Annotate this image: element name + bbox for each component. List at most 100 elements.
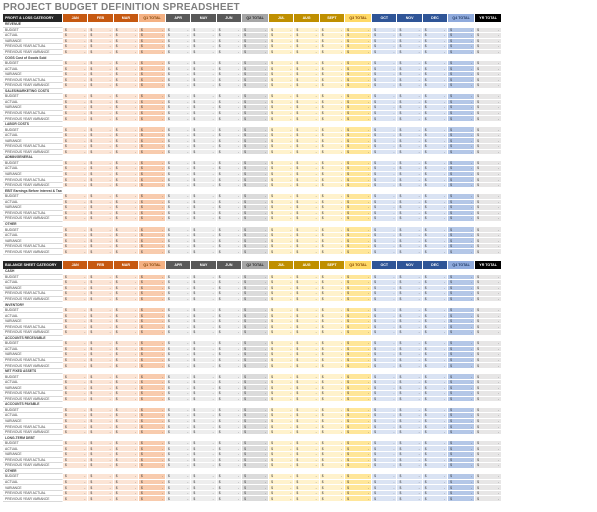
- value-cell[interactable]: $ -: [191, 318, 217, 325]
- value-cell[interactable]: $ -: [113, 171, 140, 178]
- value-cell[interactable]: $ -: [191, 280, 217, 286]
- value-cell[interactable]: $ -: [319, 216, 346, 222]
- value-cell[interactable]: $ -: [372, 71, 398, 78]
- value-cell[interactable]: $ -: [448, 296, 476, 303]
- value-cell[interactable]: $ -: [191, 391, 217, 397]
- value-cell[interactable]: $ -: [294, 116, 320, 122]
- value-cell[interactable]: $ -: [166, 452, 192, 458]
- value-cell[interactable]: $ -: [345, 413, 373, 419]
- value-cell[interactable]: $ -: [139, 177, 167, 183]
- value-cell[interactable]: $ -: [294, 94, 320, 100]
- value-cell[interactable]: $ -: [63, 127, 89, 133]
- value-cell[interactable]: $ -: [269, 324, 295, 330]
- value-cell[interactable]: $ -: [88, 210, 114, 217]
- value-cell[interactable]: $ -: [139, 291, 167, 297]
- value-cell[interactable]: $ -: [191, 27, 217, 34]
- value-cell[interactable]: $ -: [113, 49, 140, 56]
- value-cell[interactable]: $ -: [113, 144, 140, 150]
- value-cell[interactable]: $ -: [166, 138, 192, 145]
- value-cell[interactable]: $ -: [422, 110, 449, 117]
- value-cell[interactable]: $ -: [319, 249, 346, 255]
- value-cell[interactable]: $ -: [139, 71, 167, 78]
- value-cell[interactable]: $ -: [88, 243, 114, 250]
- value-cell[interactable]: $ -: [269, 346, 295, 353]
- value-cell[interactable]: $ -: [216, 291, 243, 297]
- value-cell[interactable]: $ -: [216, 452, 243, 458]
- value-cell[interactable]: $ -: [242, 357, 270, 364]
- value-cell[interactable]: $ -: [345, 182, 373, 189]
- value-cell[interactable]: $ -: [397, 352, 423, 358]
- value-cell[interactable]: $ -: [319, 429, 346, 436]
- value-cell[interactable]: $ -: [397, 429, 423, 436]
- value-cell[interactable]: $ -: [422, 274, 449, 281]
- value-cell[interactable]: $ -: [319, 307, 346, 314]
- value-cell[interactable]: $ -: [88, 238, 114, 244]
- value-cell[interactable]: $ -: [63, 66, 89, 72]
- value-cell[interactable]: $ -: [88, 77, 114, 84]
- value-cell[interactable]: $ -: [345, 496, 373, 502]
- value-cell[interactable]: $ -: [113, 296, 140, 303]
- value-cell[interactable]: $ -: [166, 149, 192, 156]
- value-cell[interactable]: $ -: [166, 490, 192, 497]
- value-cell[interactable]: $ -: [139, 149, 167, 156]
- value-cell[interactable]: $ -: [191, 83, 217, 89]
- value-cell[interactable]: $ -: [345, 479, 373, 486]
- value-cell[interactable]: $ -: [345, 71, 373, 78]
- value-cell[interactable]: $ -: [448, 385, 476, 391]
- value-cell[interactable]: $ -: [397, 171, 423, 178]
- value-cell[interactable]: $ -: [191, 457, 217, 464]
- value-cell[interactable]: $ -: [139, 77, 167, 84]
- value-cell[interactable]: $ -: [475, 243, 503, 250]
- value-cell[interactable]: $ -: [63, 291, 89, 297]
- value-cell[interactable]: $ -: [345, 280, 373, 286]
- value-cell[interactable]: $ -: [475, 60, 503, 67]
- value-cell[interactable]: $ -: [269, 205, 295, 211]
- value-cell[interactable]: $ -: [294, 363, 320, 369]
- value-cell[interactable]: $ -: [139, 352, 167, 358]
- value-cell[interactable]: $ -: [88, 138, 114, 145]
- value-cell[interactable]: $ -: [269, 160, 295, 167]
- value-cell[interactable]: $ -: [372, 280, 398, 286]
- value-cell[interactable]: $ -: [422, 413, 449, 419]
- value-cell[interactable]: $ -: [319, 77, 346, 84]
- value-cell[interactable]: $ -: [475, 77, 503, 84]
- value-cell[interactable]: $ -: [191, 424, 217, 430]
- value-cell[interactable]: $ -: [63, 357, 89, 364]
- value-cell[interactable]: $ -: [319, 341, 346, 347]
- value-cell[interactable]: $ -: [397, 379, 423, 386]
- value-cell[interactable]: $ -: [294, 274, 320, 281]
- value-cell[interactable]: $ -: [397, 27, 423, 34]
- value-cell[interactable]: $ -: [294, 132, 320, 139]
- value-cell[interactable]: $ -: [216, 296, 243, 303]
- value-cell[interactable]: $ -: [448, 49, 476, 56]
- value-cell[interactable]: $ -: [422, 66, 449, 72]
- value-cell[interactable]: $ -: [422, 452, 449, 458]
- value-cell[interactable]: $ -: [88, 374, 114, 380]
- value-cell[interactable]: $ -: [242, 285, 270, 292]
- value-cell[interactable]: $ -: [88, 149, 114, 156]
- value-cell[interactable]: $ -: [166, 182, 192, 189]
- value-cell[interactable]: $ -: [191, 324, 217, 330]
- value-cell[interactable]: $ -: [422, 144, 449, 150]
- value-cell[interactable]: $ -: [113, 193, 140, 200]
- value-cell[interactable]: $ -: [475, 496, 503, 502]
- value-cell[interactable]: $ -: [216, 413, 243, 419]
- value-cell[interactable]: $ -: [475, 105, 503, 111]
- value-cell[interactable]: $ -: [216, 307, 243, 314]
- value-cell[interactable]: $ -: [448, 83, 476, 89]
- value-cell[interactable]: $ -: [294, 463, 320, 469]
- value-cell[interactable]: $ -: [216, 485, 243, 491]
- value-cell[interactable]: $ -: [166, 199, 192, 206]
- value-cell[interactable]: $ -: [139, 60, 167, 67]
- value-cell[interactable]: $ -: [475, 307, 503, 314]
- value-cell[interactable]: $ -: [113, 485, 140, 491]
- value-cell[interactable]: $ -: [242, 463, 270, 469]
- value-cell[interactable]: $ -: [269, 363, 295, 369]
- value-cell[interactable]: $ -: [113, 205, 140, 211]
- value-cell[interactable]: $ -: [294, 99, 320, 106]
- value-cell[interactable]: $ -: [269, 318, 295, 325]
- value-cell[interactable]: $ -: [166, 463, 192, 469]
- value-cell[interactable]: $ -: [345, 363, 373, 369]
- value-cell[interactable]: $ -: [242, 352, 270, 358]
- value-cell[interactable]: $ -: [448, 127, 476, 133]
